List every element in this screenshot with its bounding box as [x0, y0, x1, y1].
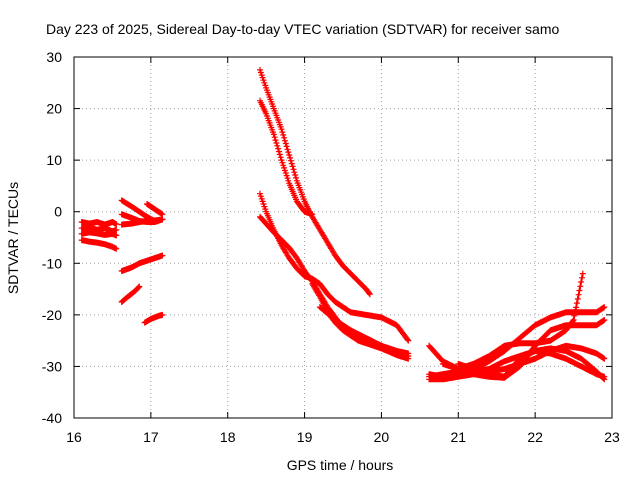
series-markers [257, 66, 373, 298]
series-markers [455, 345, 608, 383]
series-arc-g [118, 216, 166, 228]
y-tick-label: -30 [42, 358, 62, 374]
series-arc-c [78, 229, 120, 239]
series-arc-w [455, 345, 608, 383]
plot-frame [73, 56, 613, 419]
series-markers [78, 237, 120, 252]
y-tick-label: 20 [46, 101, 62, 117]
series-arc-l [257, 66, 373, 298]
x-tick-label: 21 [450, 429, 466, 445]
series-markers [257, 97, 316, 218]
x-tick-label: 20 [374, 429, 390, 445]
y-tick-label: 30 [46, 49, 62, 65]
chart-title: Day 223 of 2025, Sidereal Day-to-day VTE… [46, 21, 559, 37]
series-markers [141, 311, 166, 326]
series-arc-j [118, 283, 143, 305]
y-tick-label: 0 [54, 204, 62, 220]
y-axis-label: SDTVAR / TECUs [5, 182, 21, 294]
grid-layer [74, 57, 612, 418]
series-markers [78, 229, 120, 239]
x-tick-label: 22 [527, 429, 543, 445]
series-arc-k [141, 311, 166, 326]
series-arc-d [78, 237, 120, 252]
y-tick-label: -20 [42, 307, 62, 323]
series-arc-m [257, 97, 316, 218]
x-tick-label: 18 [220, 429, 236, 445]
y-tick-label: -40 [42, 410, 62, 426]
series-layer [78, 66, 608, 383]
x-tick-label: 23 [604, 429, 620, 445]
series-markers [78, 224, 120, 235]
x-axis-label: GPS time / hours [287, 457, 394, 473]
series-markers [144, 201, 166, 218]
series-arc-h [144, 201, 166, 218]
series-markers [118, 216, 166, 228]
series-markers [118, 283, 143, 305]
y-tick-label: -10 [42, 255, 62, 271]
series-markers [316, 304, 412, 360]
x-tick-label: 17 [143, 429, 159, 445]
y-tick-label: 10 [46, 152, 62, 168]
series-arc-b [78, 224, 120, 235]
series-arc-a [78, 219, 120, 228]
x-tick-label: 19 [297, 429, 313, 445]
tick-layer: 16 17 18 19 20 21 22 23 -40 -30 -20 -10 0 10 20 30 [42, 49, 620, 445]
x-tick-label: 16 [66, 429, 82, 445]
series-markers [118, 252, 166, 274]
series-markers [78, 219, 120, 228]
series-arc-i [118, 252, 166, 274]
series-arc-q [316, 304, 412, 360]
